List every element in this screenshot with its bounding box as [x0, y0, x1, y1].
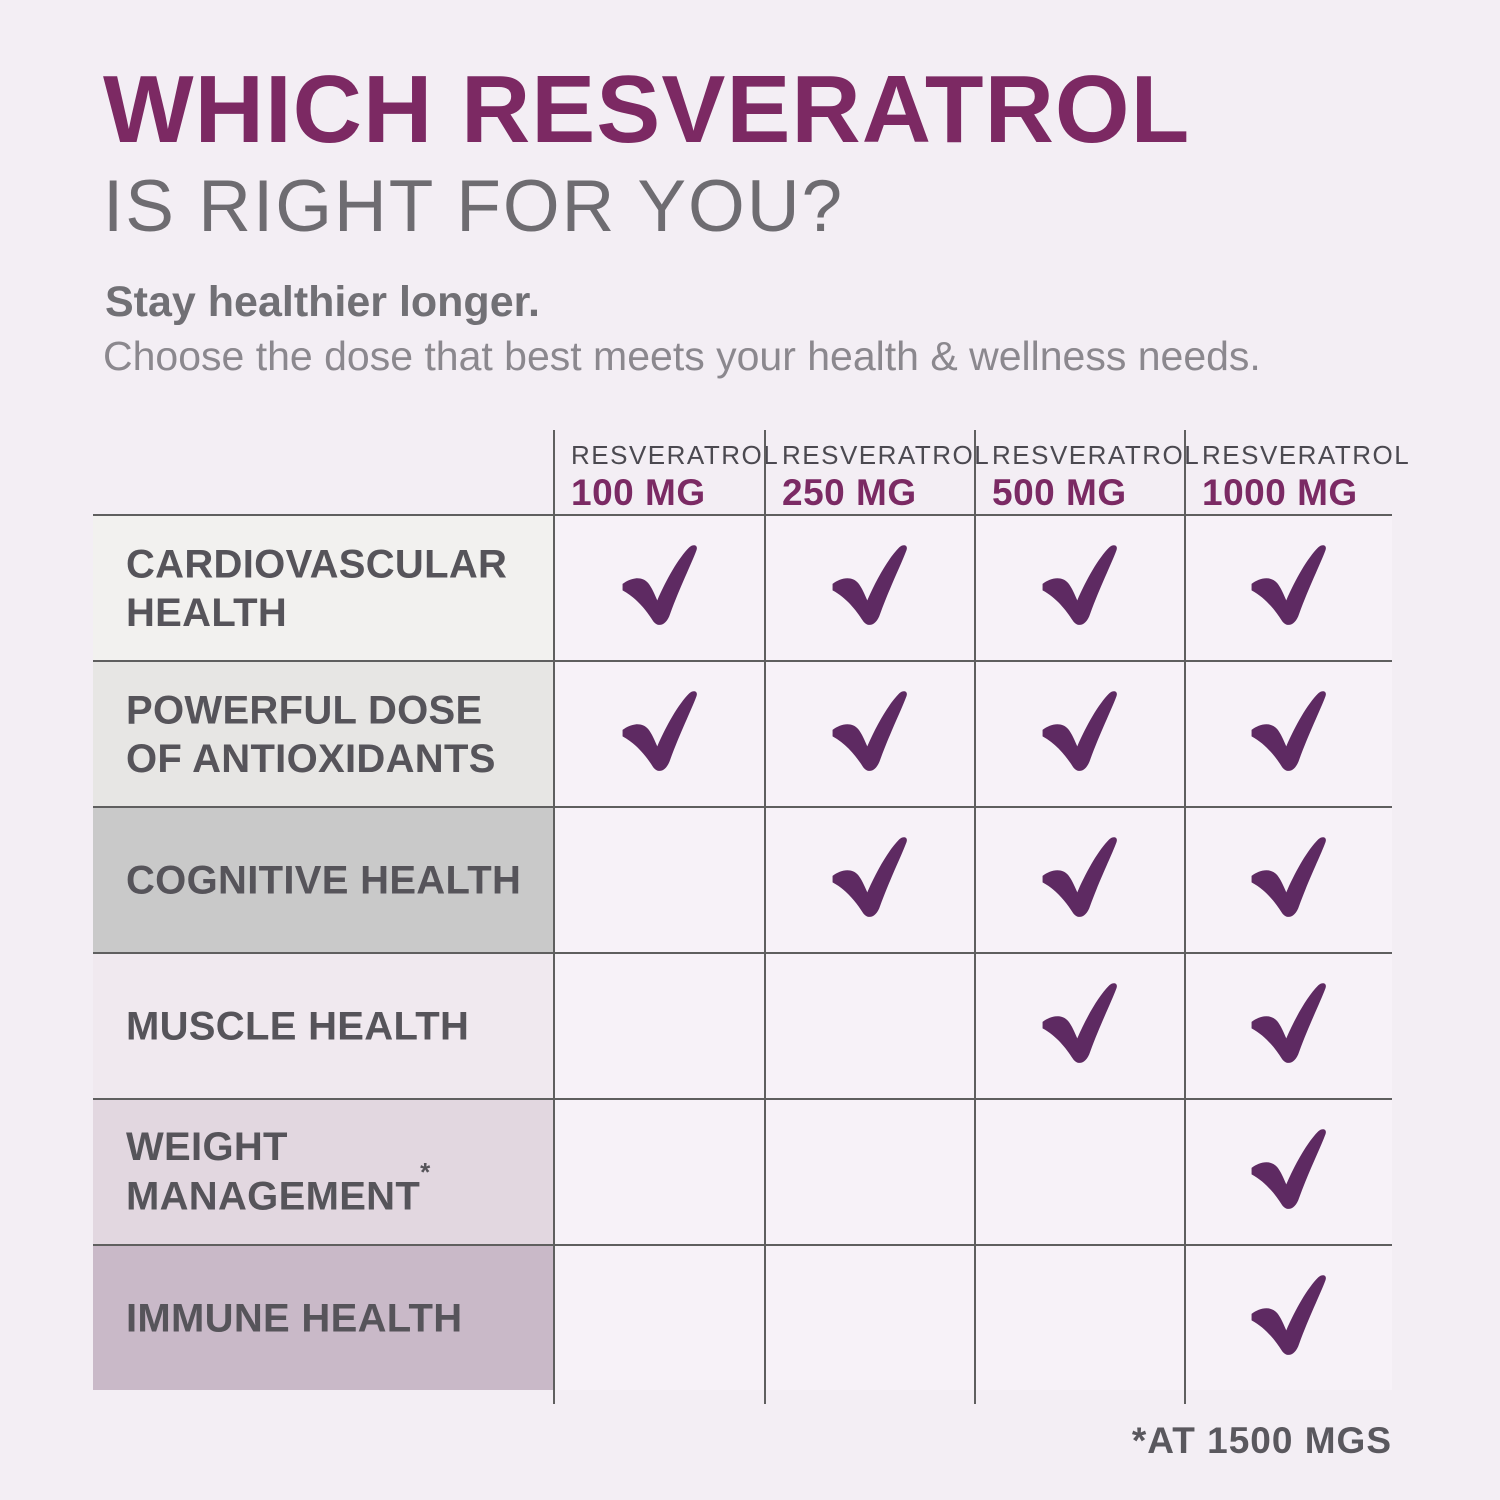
check-cell	[554, 1098, 765, 1244]
checkmark-icon	[832, 836, 907, 917]
column-header-500mg: RESVERATROL 500 MG	[975, 430, 1201, 514]
check-cell	[554, 514, 765, 660]
column-header-1000mg: RESVERATROL 1000 MG	[1185, 430, 1411, 514]
column-dose-label: 500 MG	[992, 471, 1127, 513]
check-cell	[554, 952, 765, 1098]
checkmark-icon	[1251, 690, 1326, 771]
checkmark-icon	[622, 690, 697, 771]
column-dose-label: 1000 MG	[1202, 471, 1358, 513]
check-cell	[1185, 1244, 1392, 1390]
column-divider	[764, 430, 766, 1404]
check-cell	[554, 1244, 765, 1390]
checkmark-icon	[832, 544, 907, 625]
checkmark-icon	[1042, 982, 1117, 1063]
checkmark-icon	[1042, 690, 1117, 771]
page-subtitle: IS RIGHT FOR YOU?	[103, 166, 845, 247]
check-cell	[1185, 952, 1392, 1098]
check-cell	[765, 1244, 975, 1390]
check-cell	[975, 1244, 1185, 1390]
table-corner-cell	[93, 430, 554, 514]
row-label-muscle-health: MUSCLE HEALTH	[93, 952, 554, 1098]
tagline: Choose the dose that best meets your hea…	[103, 333, 1261, 379]
checkmark-icon	[622, 544, 697, 625]
row-label-powerful-dose-of-antioxidants: POWERFUL DOSE OF ANTIOXIDANTS	[93, 660, 554, 806]
checkmark-icon	[1042, 836, 1117, 917]
check-cell	[1185, 806, 1392, 952]
column-brand-label: RESVERATROL	[992, 440, 1201, 470]
column-divider	[974, 430, 976, 1404]
page-title: WHICH RESVERATROL	[103, 56, 1191, 163]
check-cell	[554, 806, 765, 952]
row-label-cardiovascular-health: CARDIOVASCULAR HEALTH	[93, 514, 554, 660]
column-brand-label: RESVERATROL	[571, 440, 780, 470]
checkmark-icon	[1251, 982, 1326, 1063]
check-cell	[975, 1098, 1185, 1244]
row-label-weight-management: WEIGHT MANAGEMENT*	[93, 1098, 554, 1244]
column-divider	[1184, 430, 1186, 1404]
checkmark-icon	[1251, 836, 1326, 917]
check-cell	[765, 514, 975, 660]
check-cell	[1185, 1098, 1392, 1244]
checkmark-icon	[1251, 544, 1326, 625]
check-cell	[1185, 514, 1392, 660]
column-dose-label: 100 MG	[571, 471, 706, 513]
comparison-table: RESVERATROL 100 MG RESVERATROL 250 MG RE…	[93, 430, 1411, 1404]
check-cell	[765, 660, 975, 806]
check-cell	[975, 952, 1185, 1098]
check-cell	[975, 806, 1185, 952]
check-cell	[765, 1098, 975, 1244]
check-cell	[765, 952, 975, 1098]
check-cell	[765, 806, 975, 952]
footnote: *AT 1500 MGS	[1131, 1420, 1392, 1461]
check-cell	[554, 660, 765, 806]
check-cell	[975, 660, 1185, 806]
tagline-bold: Stay healthier longer.	[105, 278, 540, 326]
column-divider	[553, 430, 555, 1404]
row-label-immune-health: IMMUNE HEALTH	[93, 1244, 554, 1390]
row-label-cognitive-health: COGNITIVE HEALTH	[93, 806, 554, 952]
checkmark-icon	[1042, 544, 1117, 625]
column-header-250mg: RESVERATROL 250 MG	[765, 430, 991, 514]
column-dose-label: 250 MG	[782, 471, 917, 513]
checkmark-icon	[1251, 1274, 1326, 1355]
column-brand-label: RESVERATROL	[782, 440, 991, 470]
check-cell	[1185, 660, 1392, 806]
checkmark-icon	[1251, 1128, 1326, 1209]
checkmark-icon	[832, 690, 907, 771]
column-header-100mg: RESVERATROL 100 MG	[554, 430, 780, 514]
asterisk: *	[420, 1157, 431, 1188]
column-brand-label: RESVERATROL	[1202, 440, 1411, 470]
check-cell	[975, 514, 1185, 660]
